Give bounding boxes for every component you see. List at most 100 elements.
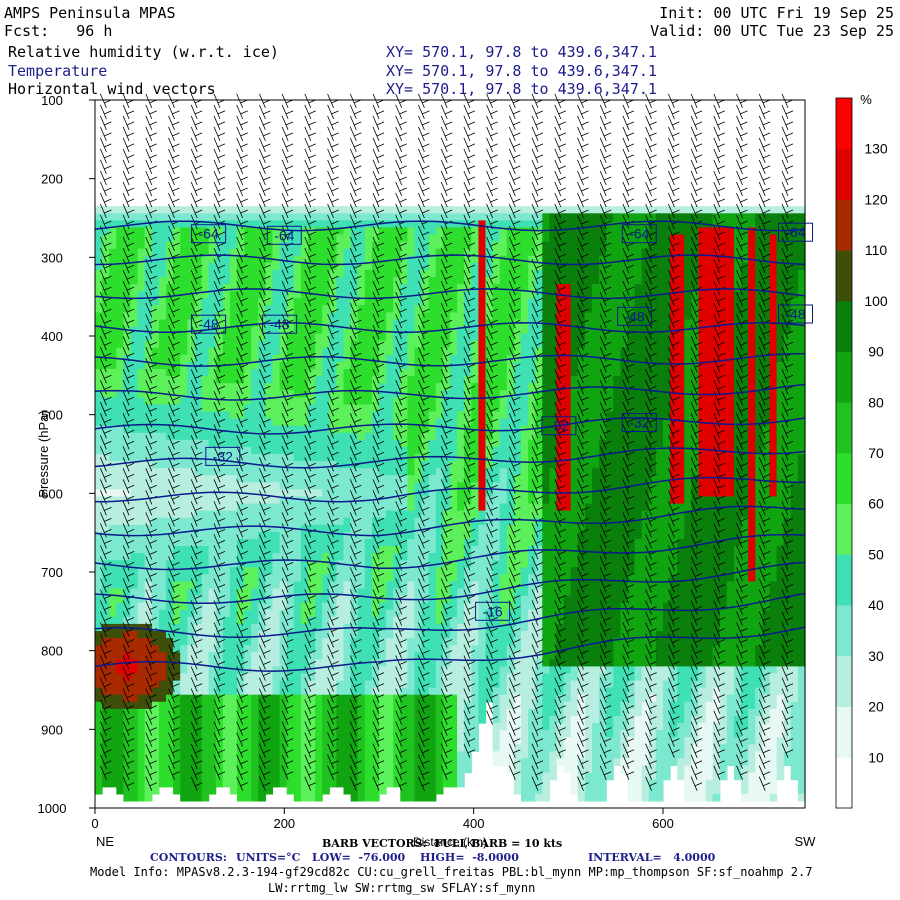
contour-line: [94, 383, 806, 401]
contour-label: -64: [785, 224, 805, 240]
plot-frame: [94, 99, 806, 809]
x-tick-label: 600: [652, 816, 674, 831]
field-name-rh: Relative humidity (w.r.t. ice): [8, 43, 279, 61]
contour-label: -32: [213, 448, 233, 464]
contour-label: -48: [785, 306, 805, 322]
colorbar-label: 30: [868, 648, 884, 664]
contour-label-box: [262, 314, 298, 334]
colorbar-swatch: [836, 300, 852, 352]
contour-label-box: [621, 224, 657, 244]
colorbar-swatch: [836, 148, 852, 200]
contour-line: [94, 417, 806, 435]
colorbar-swatch: [836, 554, 852, 606]
x-end-label-left: NE: [96, 834, 114, 849]
colorbar-swatch: [836, 250, 852, 302]
contours-interval: INTERVAL= 4.0000: [588, 851, 716, 864]
contour-line: [94, 288, 806, 300]
contour-label-box: [617, 306, 653, 326]
x-tick-label: 0: [91, 816, 98, 831]
contour-label: -32: [549, 418, 569, 434]
field-name-temperature: Temperature: [8, 62, 108, 80]
colorbar-label: 130: [864, 141, 888, 157]
colorbar-swatch: [836, 706, 852, 758]
x-tick-label: 400: [463, 816, 485, 831]
contour-label: -48: [269, 316, 289, 332]
colorbar-unit: %: [860, 92, 872, 107]
colorbar-swatch: [836, 757, 852, 809]
colorbar-swatch: [836, 98, 852, 150]
contour-label-box: [541, 416, 577, 436]
contour-label-box: [191, 314, 227, 334]
colorbar-swatch: [836, 605, 852, 657]
barb-vectors-note: BARB VECTORS: FULL BARB = 10 kts: [322, 837, 563, 850]
colorbar-label: 110: [865, 242, 888, 258]
contour-label-box: [621, 413, 657, 432]
colorbar-label: 80: [868, 394, 884, 410]
field-xy-wind: XY= 570.1, 97.8 to 439.6,347.1: [386, 80, 657, 98]
contour-line: [94, 352, 806, 367]
y-tick-label: 900: [41, 722, 63, 737]
colorbar-label: 70: [868, 445, 884, 461]
contours-high: HIGH= -8.0000: [420, 851, 519, 864]
colorbar-label: 10: [868, 749, 884, 765]
contour-label: -48: [624, 308, 644, 324]
contour-label: -64: [198, 226, 218, 242]
contour-line: [94, 322, 806, 333]
contours-units: UNITS=°C: [236, 851, 301, 864]
contour-line: [94, 476, 805, 503]
contour-label: -48: [198, 316, 218, 332]
x-axis-label: Distance (km): [413, 835, 487, 849]
contour-line: [94, 533, 806, 571]
model-info: Model Info: MPASv8.2.3-194-gf29cd82c CU:…: [90, 865, 813, 879]
contour-line: [94, 447, 806, 469]
contours-low: LOW= -76.000: [312, 851, 406, 864]
y-tick-label: 1000: [38, 801, 67, 816]
colorbar-swatch: [836, 655, 852, 707]
contour-line: [94, 561, 806, 605]
colorbar-swatch: [836, 453, 852, 505]
contour-label: -16: [482, 603, 502, 619]
contour-label-box: [778, 304, 813, 324]
contour-line: [94, 254, 806, 266]
colorbar-label: 90: [868, 344, 884, 360]
contour-label-box: [205, 446, 241, 466]
contour-label-box: [191, 224, 227, 244]
colorbar-label: 20: [868, 699, 884, 715]
contour-label-box: [475, 601, 511, 621]
y-tick-label: 600: [41, 486, 63, 501]
colorbar-label: 50: [868, 546, 884, 562]
colorbar-label: 40: [868, 597, 884, 613]
contour-label-box: [778, 222, 813, 242]
y-tick-label: 200: [41, 172, 63, 187]
colorbar-label: 100: [864, 293, 888, 309]
y-tick-label: 700: [41, 565, 63, 580]
contour-label-box: [266, 225, 302, 245]
wind-barbs: [100, 93, 794, 791]
temperature-contours: [94, 220, 806, 672]
contour-line: [94, 220, 806, 232]
colorbar-swatch: [836, 503, 852, 555]
contour-label: -64: [274, 227, 294, 243]
y-tick-label: 800: [41, 644, 63, 659]
model-info-physics: LW:rrtmg_lw SW:rrtmg_sw SFLAY:sf_mynn: [268, 881, 536, 895]
init-time: Init: 00 UTC Fri 19 Sep 25: [659, 4, 894, 22]
model-title: AMPS Peninsula MPAS: [4, 4, 176, 22]
contour-label: -32: [629, 415, 649, 431]
colorbar-swatch: [836, 351, 852, 403]
y-tick-label: 400: [41, 329, 63, 344]
colorbar-swatch: [836, 402, 852, 454]
field-name-wind: Horizontal wind vectors: [8, 80, 216, 98]
colorbar-label: 60: [868, 496, 884, 512]
contours-label: CONTOURS:: [150, 851, 227, 864]
contour-line: [94, 505, 806, 537]
x-tick-label: 200: [273, 816, 295, 831]
colorbar-frame: [835, 97, 853, 809]
forecast-hour: Fcst: 96 h: [4, 22, 113, 40]
y-tick-label: 500: [41, 408, 63, 423]
y-axis-label: Pressure (hPa): [36, 410, 51, 497]
field-xy-rh: XY= 570.1, 97.8 to 439.6,347.1: [386, 43, 657, 61]
y-tick-label: 300: [41, 250, 63, 265]
colorbar-label: 120: [864, 191, 888, 207]
contour-line: [94, 592, 806, 638]
